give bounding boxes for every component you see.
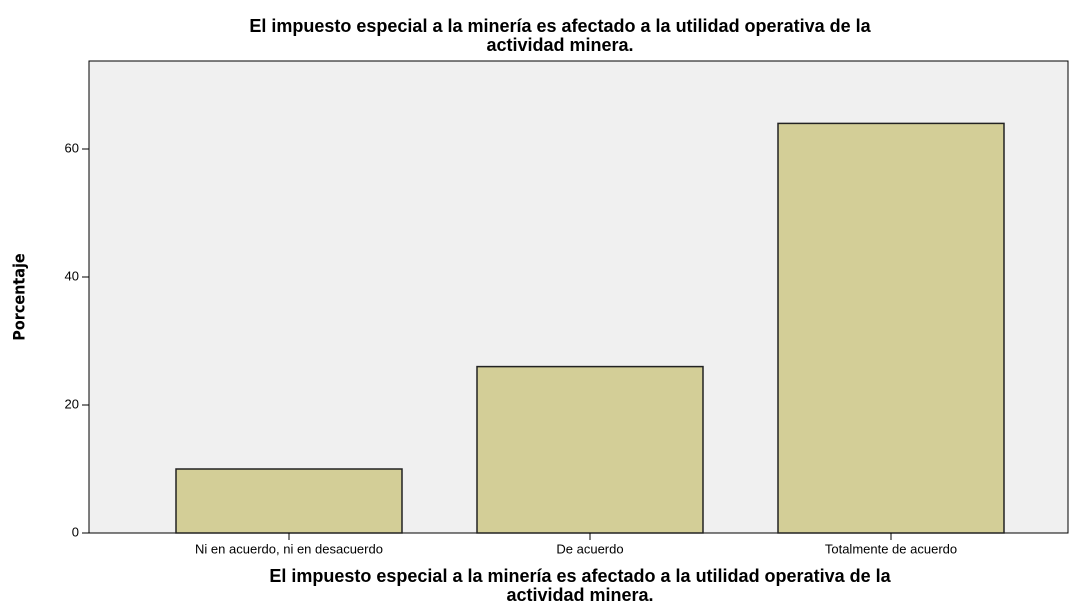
x-axis-label: actividad minera. (506, 585, 653, 605)
x-tick-label: Ni en acuerdo, ni en desacuerdo (195, 541, 383, 556)
chart-title: actividad minera. (486, 35, 633, 55)
x-tick-label: De acuerdo (556, 541, 623, 556)
y-tick-label: 0 (72, 524, 79, 539)
y-tick-label: 20 (65, 396, 79, 411)
chart-title: El impuesto especial a la minería es afe… (249, 16, 871, 36)
x-tick-label: Totalmente de acuerdo (825, 541, 957, 556)
bar (175, 468, 403, 534)
x-axis-label: El impuesto especial a la minería es afe… (269, 566, 891, 586)
y-tick-label: 40 (65, 268, 79, 283)
y-tick-label: 60 (65, 140, 79, 155)
y-axis-label: Porcentaje (10, 253, 29, 341)
bar (777, 122, 1005, 534)
bar (476, 365, 704, 534)
